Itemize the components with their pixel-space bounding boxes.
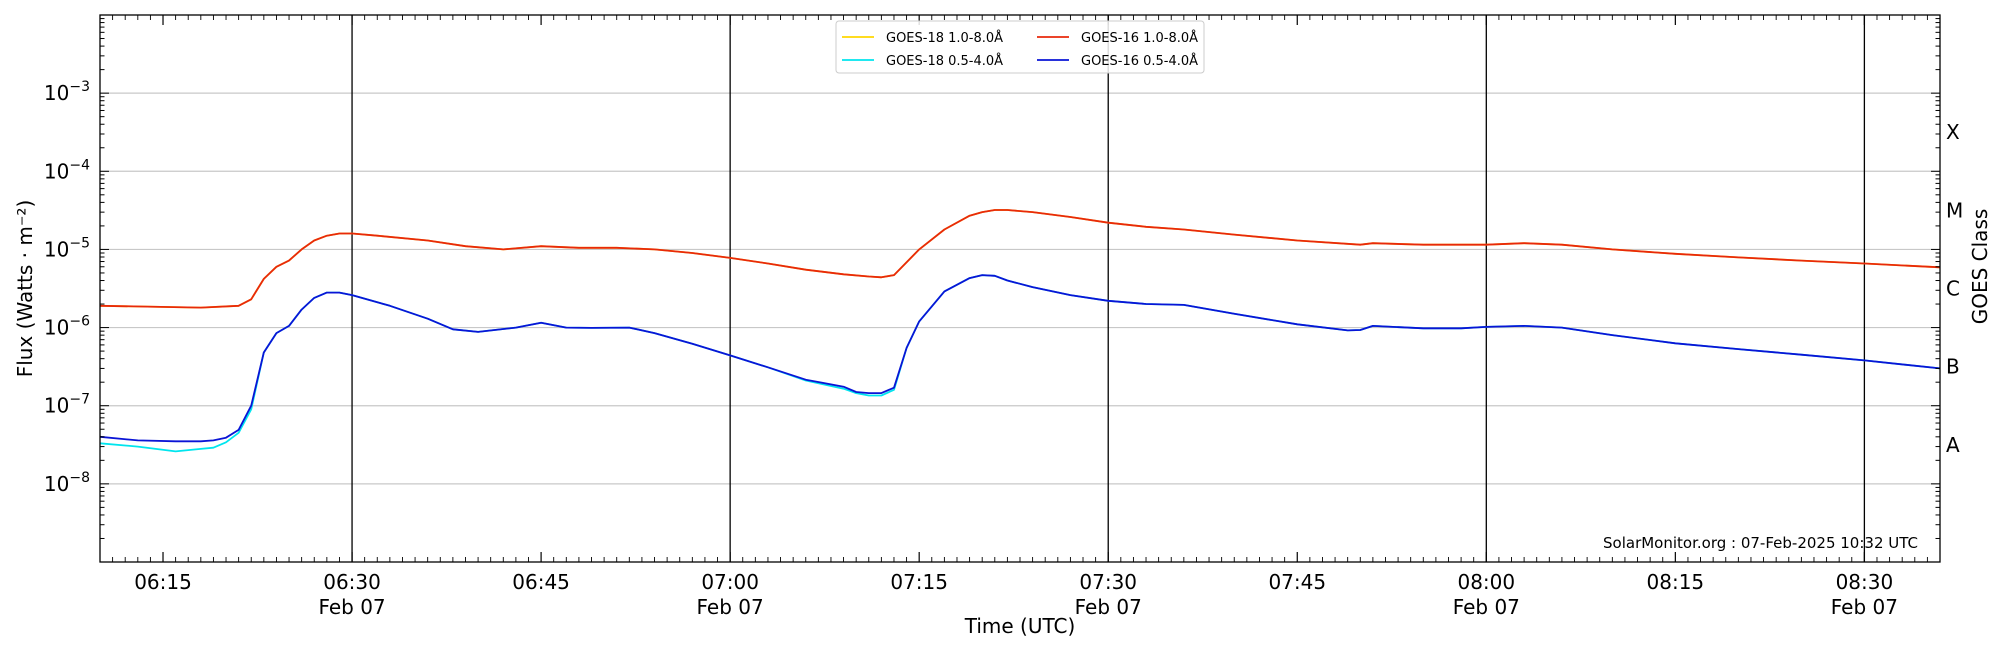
legend-label: GOES-18 1.0-8.0Å — [886, 30, 1003, 46]
x-tick-date-label: Feb 07 — [1075, 595, 1142, 619]
x-tick-date-label: Feb 07 — [318, 595, 385, 619]
x-tick-label: 08:00 — [1457, 570, 1515, 594]
x-tick-date-label: Feb 07 — [1831, 595, 1898, 619]
x-tick-label: 07:30 — [1079, 570, 1137, 594]
x-tick-label: 08:30 — [1836, 570, 1894, 594]
legend-box — [835, 20, 1205, 74]
x-tick-label: 07:45 — [1268, 570, 1326, 594]
y-tick-label: 10−3 — [44, 79, 90, 105]
series-line-3 — [99, 274, 1941, 443]
y-tick-label: 10−5 — [44, 235, 90, 261]
goes-class-label: X — [1946, 120, 1960, 144]
x-tick-label: 06:30 — [323, 570, 381, 594]
x-tick-label: 06:15 — [134, 570, 192, 594]
goes-class-label: M — [1946, 198, 1963, 222]
right-y-axis-title: GOES Class — [1968, 209, 1992, 325]
legend-label: GOES-16 1.0-8.0Å — [1081, 30, 1198, 46]
vertical-lines-layer — [351, 15, 1866, 562]
legend-label: GOES-16 0.5-4.0Å — [1081, 53, 1198, 69]
source-annotation: SolarMonitor.org : 07-Feb-2025 10:32 UTC — [1603, 534, 1918, 552]
x-tick-date-label: Feb 07 — [697, 595, 764, 619]
y-tick-label: 10−4 — [44, 157, 90, 183]
legend: GOES-18 1.0-8.0Å GOES-18 0.5-4.0Å GOES-16 … — [835, 20, 1205, 74]
x-tick-label: 08:15 — [1647, 570, 1705, 594]
x-tick-date-label: Feb 07 — [1453, 595, 1520, 619]
goes-class-label: B — [1946, 355, 1960, 379]
goes-class-label: C — [1946, 277, 1960, 301]
grid-layer — [100, 92, 1940, 485]
y-tick-label: 10−8 — [44, 470, 90, 496]
legend-label: GOES-18 0.5-4.0Å — [886, 53, 1003, 69]
goes-class-label: A — [1946, 433, 1960, 457]
x-tick-label: 07:15 — [890, 570, 948, 594]
x-axis-title: Time (UTC) — [964, 614, 1076, 638]
series-line-1 — [99, 209, 1941, 309]
y-axis-title: Flux (Watts · m⁻²) — [13, 200, 37, 378]
y-tick-label: 10−6 — [44, 314, 90, 340]
x-tick-label: 07:00 — [701, 570, 759, 594]
y-tick-label: 10−7 — [44, 392, 90, 418]
series-layer — [99, 209, 1941, 453]
x-tick-label: 06:45 — [512, 570, 570, 594]
